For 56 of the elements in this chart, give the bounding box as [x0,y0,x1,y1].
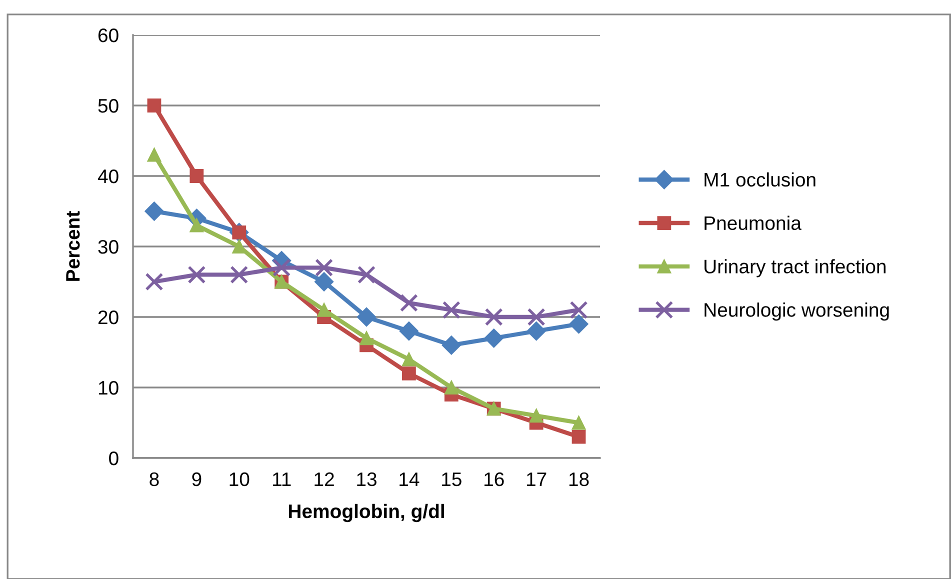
point [402,352,416,366]
point [360,331,374,346]
point [188,266,206,284]
x-tick-label: 16 [484,472,504,486]
y-tick-label: 30 [98,240,118,254]
y-tick-label: 20 [98,310,118,324]
point [230,266,248,284]
y-tick-label: 60 [98,28,118,42]
point [570,300,588,319]
point [399,322,418,341]
point [315,258,334,277]
point [527,308,546,326]
point [402,366,416,380]
point [526,322,546,341]
x-tick-label: 12 [314,472,334,486]
point [569,314,588,334]
x-tick-label: 10 [230,472,250,486]
legend-label: Neurologic worsening [704,302,889,321]
y-tick-label: 0 [109,451,118,466]
point [444,380,458,394]
y-tick-label: 50 [98,98,118,113]
point [317,303,331,317]
x-tick-label: 15 [442,472,462,486]
point [400,294,418,312]
point [572,430,586,444]
x-tick-label: 18 [569,472,589,486]
y-tick-label: 40 [98,169,118,184]
point [190,169,204,183]
point [147,98,162,112]
point [232,240,246,254]
x-tick-label: 13 [357,472,376,486]
y-axis-title: Percent [66,211,80,281]
x-axis-title: Hemoglobin, g/dl [288,504,444,522]
point [272,258,291,277]
x-tick-label: 8 [150,472,159,486]
x-tick-label: 9 [192,472,202,486]
point [190,218,204,232]
x-tick-label: 14 [400,472,420,486]
point [442,336,461,355]
point [357,266,376,284]
point [147,148,162,162]
y-tick-label: 10 [98,380,118,395]
x-tick-label: 17 [526,472,546,486]
point [145,272,164,291]
point [442,300,460,319]
legend-label: Pneumonia [704,216,802,230]
x-tick-label: 11 [272,472,291,486]
legend-label: M1 occlusion [704,172,816,187]
point [572,416,586,430]
point [484,308,503,326]
point [356,307,376,327]
legend-label: Urinary tract infection [704,259,886,278]
point [144,202,164,221]
point [484,328,504,348]
point [314,272,334,292]
point [529,408,544,423]
